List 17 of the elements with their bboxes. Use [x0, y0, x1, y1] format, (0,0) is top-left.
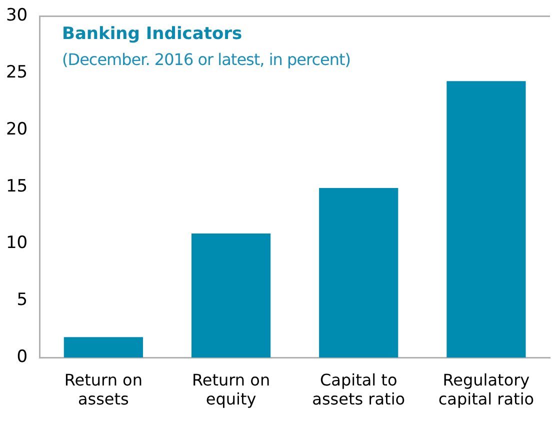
x-tick-label: Regulatory capital ratio	[438, 370, 534, 409]
text: (December. 2016 or latest, in percent)	[62, 50, 351, 69]
bar	[446, 81, 526, 358]
x-tick-label: Capital to assets ratio	[312, 370, 406, 409]
bar	[64, 337, 143, 358]
y-tick-label: 15	[6, 176, 28, 196]
y-tick-label: 0	[16, 347, 28, 368]
y-tick-label: 25	[6, 62, 28, 83]
bar	[319, 188, 398, 358]
x-tick-label: Return on assets	[64, 370, 142, 409]
y-tick-label: 30	[6, 6, 28, 26]
y-tick-label: 10	[6, 233, 28, 254]
text: Banking Indicators	[62, 24, 242, 44]
bar	[191, 234, 271, 358]
y-tick-label: 20	[6, 119, 28, 140]
y-tick-label: 5	[16, 290, 28, 310]
x-tick-label: Return on equity	[192, 370, 270, 409]
